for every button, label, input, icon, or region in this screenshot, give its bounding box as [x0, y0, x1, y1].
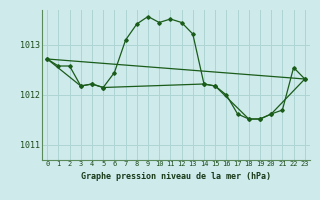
X-axis label: Graphe pression niveau de la mer (hPa): Graphe pression niveau de la mer (hPa) — [81, 172, 271, 181]
